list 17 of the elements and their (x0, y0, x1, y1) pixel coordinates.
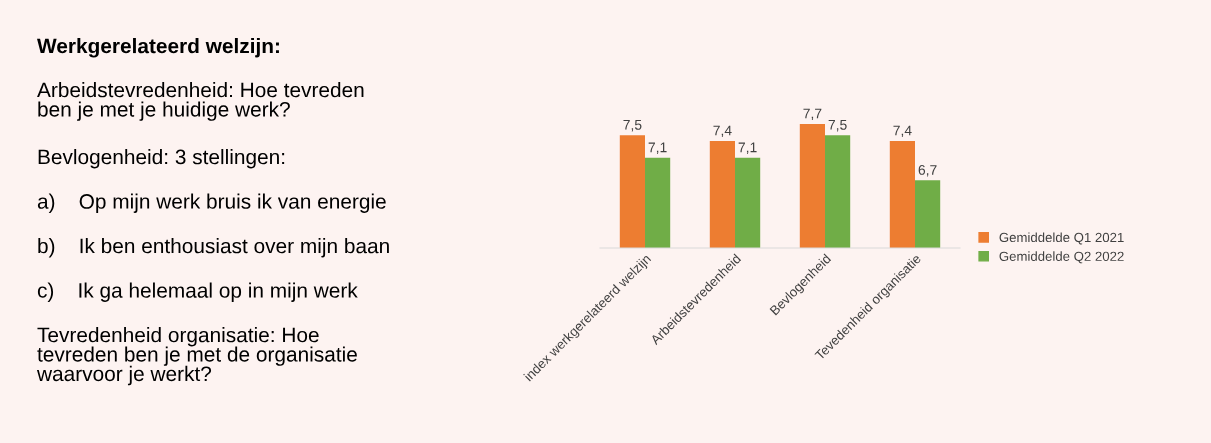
data-label: 7,4 (713, 125, 732, 138)
data-label: 6,7 (918, 165, 937, 177)
text: Arbeidstevredenheid: Hoe tevreden ben je met je huidige werk? (37, 82, 364, 121)
data-label: 7,4 (893, 125, 912, 138)
data-label: 7,1 (738, 142, 757, 154)
text: a) Op mijn werk bruis ik van energie (37, 193, 386, 213)
text: Bevlogenheid: 3 stellingen: (38, 149, 285, 169)
legend-label: Gemiddelde Q1 2021 (999, 232, 1124, 245)
data-label: 7,1 (648, 142, 667, 154)
data-label: 7,5 (828, 120, 847, 132)
data-label: 7,5 (623, 120, 642, 132)
legend-label: Gemiddelde Q2 2022 (999, 251, 1124, 264)
data-label: 7,7 (803, 108, 822, 121)
text: Werkgerelateerd welzijn: (37, 38, 279, 58)
text: b) Ik ben enthousiast over mijn baan (38, 238, 389, 258)
text: Tevredenheid organisatie: Hoe tevreden ben je met de organisatie waarvoor je werkt? (36, 327, 357, 386)
text: c) Ik ga helemaal op in mijn werk (37, 282, 358, 302)
